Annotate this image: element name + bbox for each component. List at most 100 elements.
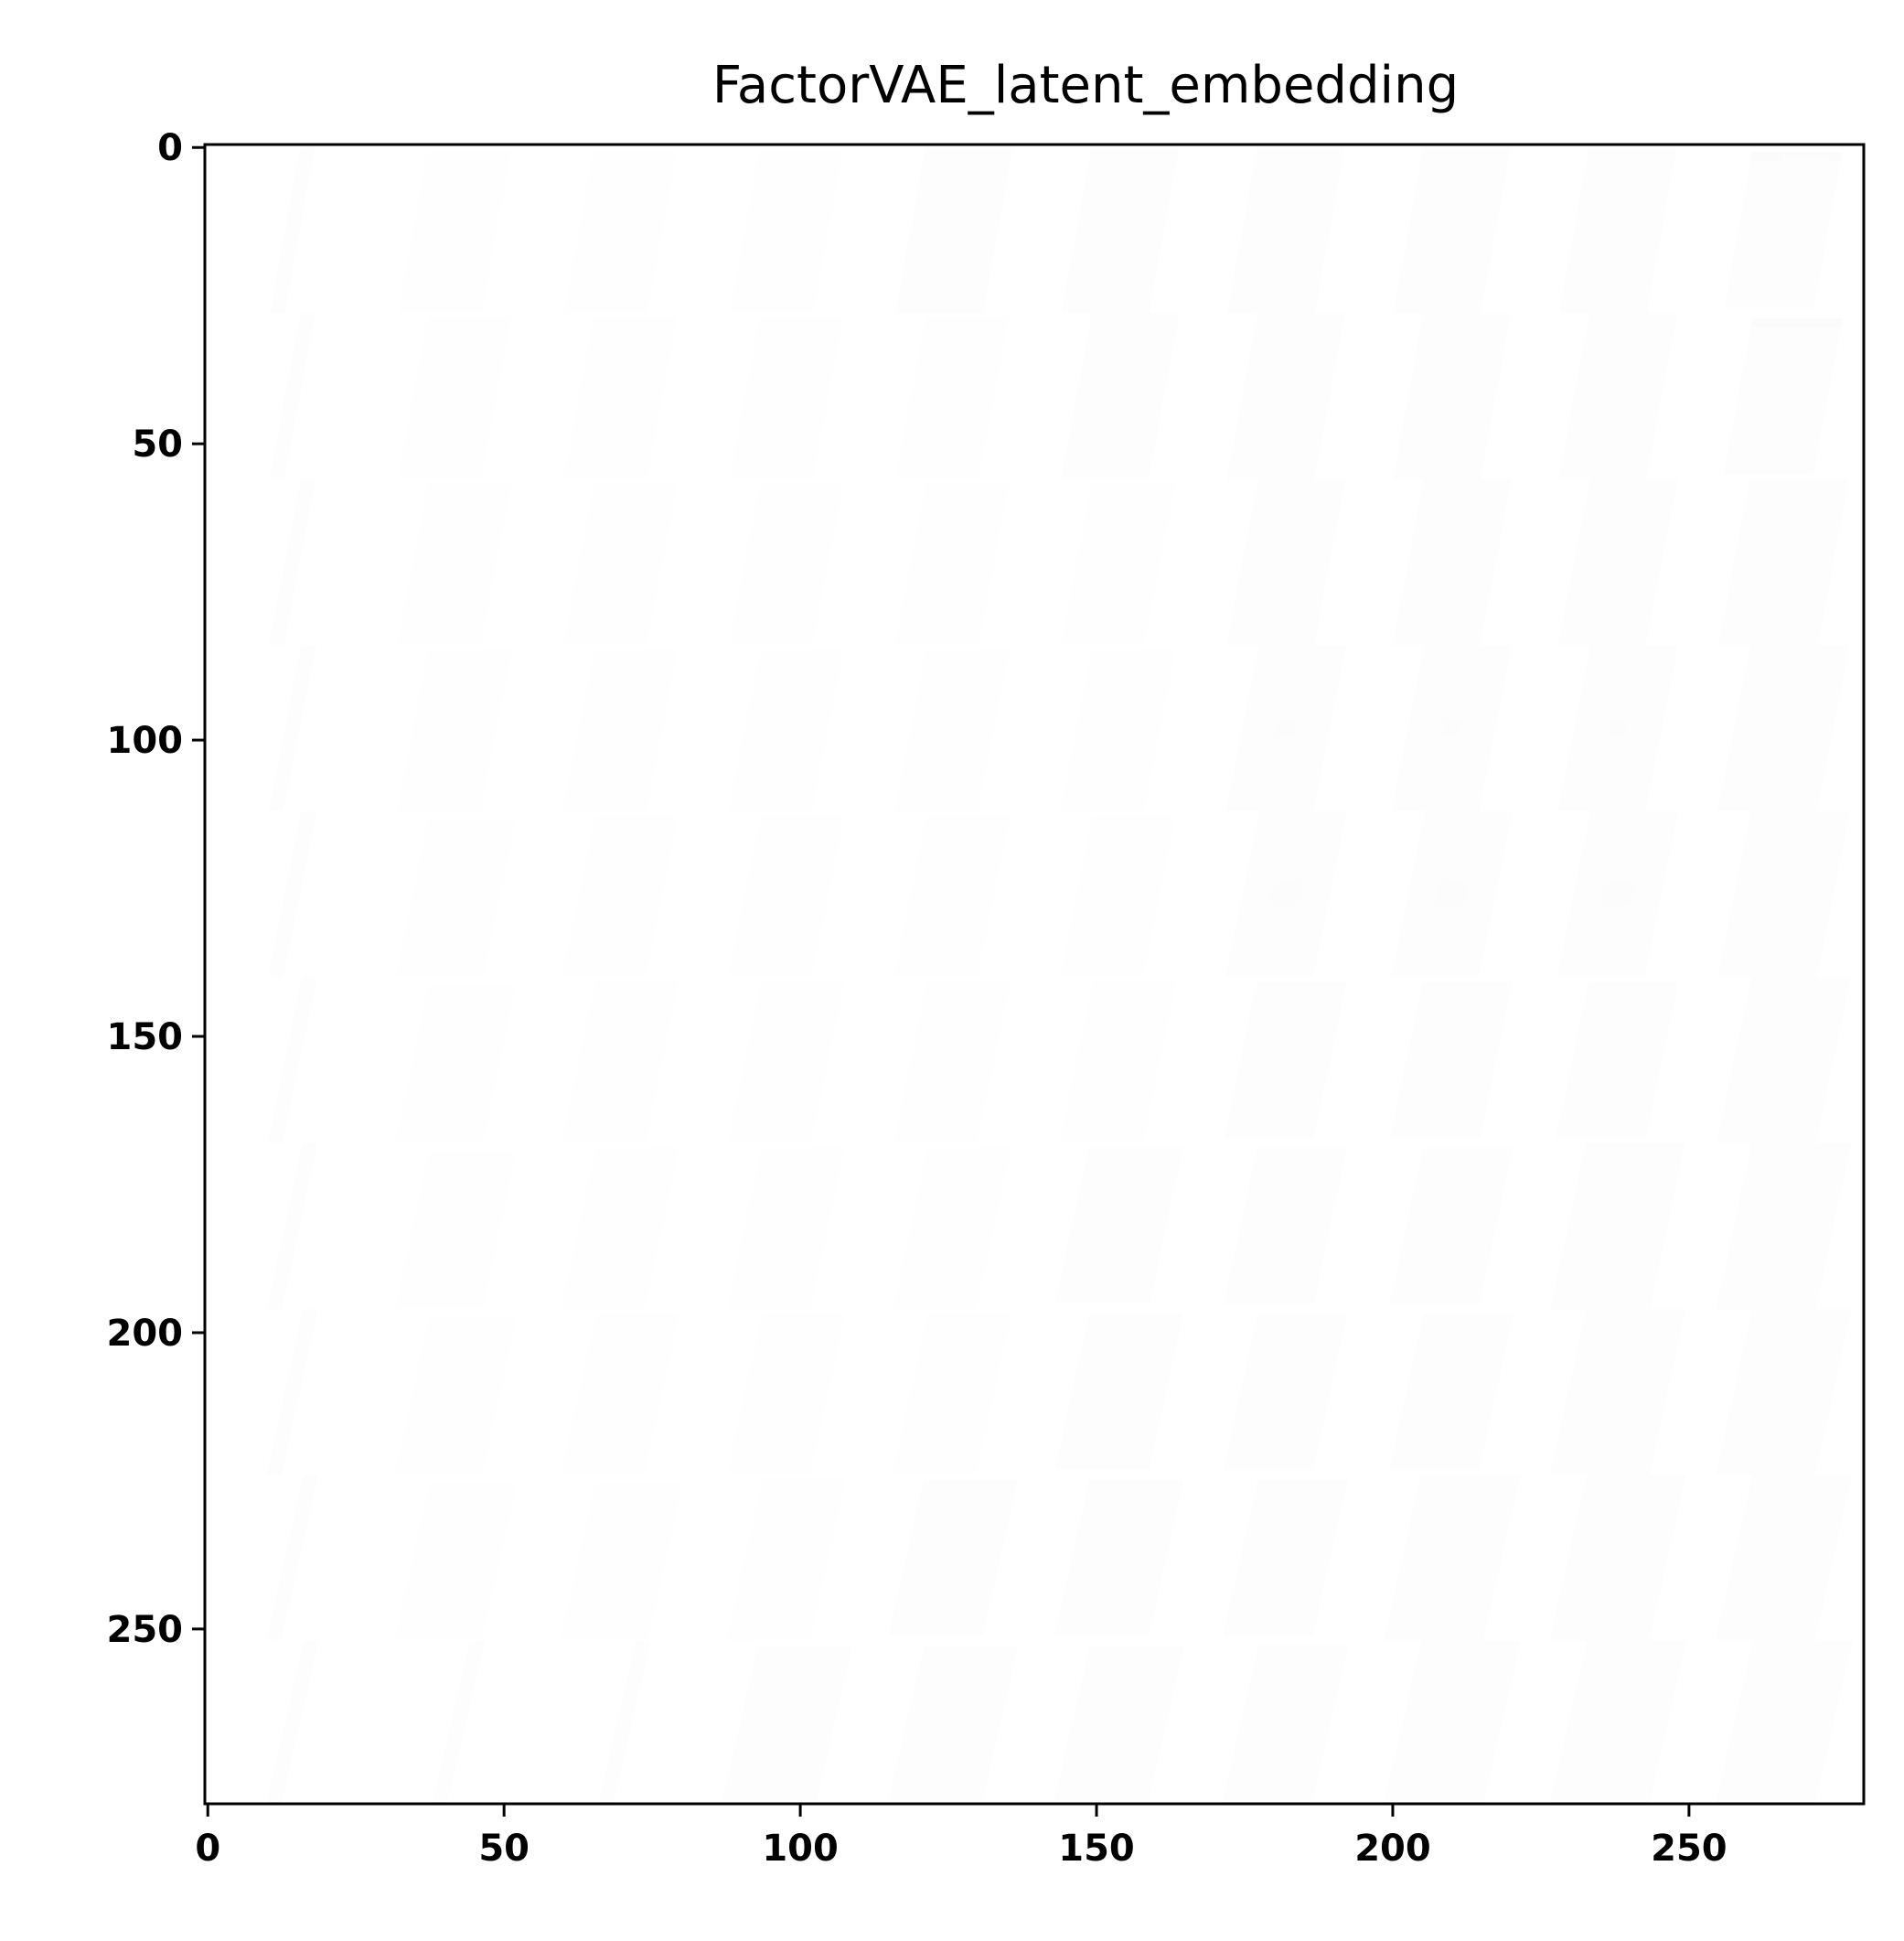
digit-cell xyxy=(1235,992,1338,1128)
digit-cell xyxy=(1081,826,1166,966)
digit-cell xyxy=(1236,657,1334,799)
digit-cell xyxy=(749,495,834,634)
digit-cell xyxy=(583,328,668,468)
digit-stroke xyxy=(1407,164,1494,297)
digit-cell xyxy=(1567,992,1670,1128)
digit-cell xyxy=(915,660,1000,799)
digit-cell xyxy=(749,1324,835,1464)
digit-cell xyxy=(1733,1652,1834,1796)
digit-cell xyxy=(593,1652,656,1796)
x-tick-label: 250 xyxy=(1651,1828,1728,1870)
digit-cell xyxy=(427,1652,490,1796)
digit-stroke xyxy=(268,496,316,629)
digit-stroke xyxy=(1738,1159,1829,1292)
digit-stroke xyxy=(1573,329,1661,463)
digit-cell xyxy=(262,1154,323,1298)
y-tick-label: 200 xyxy=(107,1313,184,1355)
digit-cell xyxy=(1568,325,1665,468)
digit-stroke xyxy=(1572,1491,1663,1625)
digit-cell xyxy=(915,328,1000,468)
digit-cell xyxy=(1734,328,1834,465)
digit-cell xyxy=(417,660,503,799)
digit-stroke xyxy=(588,333,663,463)
digit-cell xyxy=(1402,822,1500,966)
digit-stroke xyxy=(736,1660,840,1786)
digit-cell xyxy=(1071,325,1168,468)
digit-stroke xyxy=(267,1159,318,1292)
digit-cell xyxy=(1733,989,1834,1131)
digit-stroke xyxy=(1086,665,1161,795)
digit-cell xyxy=(1733,1486,1834,1629)
digit-stroke xyxy=(1738,828,1828,960)
digit-stroke xyxy=(422,333,497,463)
digit-cell xyxy=(1567,1154,1668,1298)
digit-stroke xyxy=(1068,1495,1171,1620)
digit-cell xyxy=(749,992,835,1131)
digit-cell xyxy=(262,989,323,1131)
digit-stroke xyxy=(1573,496,1661,629)
digit-cell xyxy=(1568,490,1665,634)
digit-cell xyxy=(897,1490,1011,1625)
digit-stroke xyxy=(1406,1657,1497,1790)
digit-stroke xyxy=(754,1163,830,1292)
digit-cell xyxy=(583,1324,669,1464)
digit-stroke xyxy=(1739,167,1829,294)
digit-stroke xyxy=(1086,499,1161,629)
digit-cell xyxy=(264,159,321,302)
digit-stroke xyxy=(1240,1495,1334,1621)
digit-cell xyxy=(1734,490,1834,634)
digit-stroke xyxy=(903,1660,1006,1786)
digit-stroke xyxy=(1086,831,1161,960)
digit-stroke xyxy=(429,1166,507,1292)
digit-stroke xyxy=(754,1329,830,1459)
digit-stroke xyxy=(1738,1491,1829,1625)
x-tick-label: 100 xyxy=(762,1828,839,1870)
digit-stroke xyxy=(269,164,316,297)
digit-cell xyxy=(423,1162,512,1298)
digit-stroke xyxy=(754,831,829,960)
digit-cell xyxy=(1235,1490,1339,1625)
digit-stroke xyxy=(267,993,317,1127)
digit-stroke xyxy=(920,1163,996,1292)
digit-stroke xyxy=(1407,661,1495,795)
digit-cell xyxy=(1401,1158,1504,1294)
digit-cell xyxy=(417,328,502,468)
x-tick-label: 150 xyxy=(1058,1828,1135,1870)
digit-stroke xyxy=(1242,164,1329,297)
digit-cell xyxy=(905,159,1001,302)
digit-cell xyxy=(1733,1154,1834,1298)
digit-stroke xyxy=(268,661,317,795)
digit-stroke xyxy=(588,499,663,629)
digit-cell xyxy=(1064,1490,1177,1625)
digit-stroke xyxy=(588,1329,664,1459)
digit-cell xyxy=(749,1490,835,1629)
digit-cell xyxy=(262,1320,323,1464)
digit-stroke xyxy=(266,1657,319,1790)
digit-stroke xyxy=(429,1001,507,1127)
digit-stroke xyxy=(1573,828,1661,960)
digit-cell xyxy=(749,660,834,799)
digit-cell xyxy=(1567,1652,1668,1796)
digit-cell xyxy=(897,1656,1011,1791)
digit-cell xyxy=(1568,657,1665,799)
digit-stroke xyxy=(1572,997,1665,1123)
digit-cell xyxy=(263,657,322,799)
digit-cell xyxy=(1064,1656,1177,1791)
digit-cell xyxy=(749,163,834,302)
digit-stroke xyxy=(429,1332,507,1459)
digit-stroke xyxy=(1407,496,1494,629)
digit-cell xyxy=(263,325,321,468)
digit-cell xyxy=(749,328,834,468)
digit-cell xyxy=(1402,657,1500,799)
digit-cell xyxy=(424,1494,512,1629)
digit-cell xyxy=(1081,495,1166,634)
digit-stroke xyxy=(754,997,829,1127)
x-tick-label: 0 xyxy=(195,1828,220,1870)
digit-stroke xyxy=(598,1657,651,1790)
digit-stroke xyxy=(1407,1491,1497,1625)
digit-stroke xyxy=(588,665,663,795)
digit-cell xyxy=(1235,1324,1339,1460)
digit-cell xyxy=(423,995,511,1131)
digit-cell xyxy=(1236,490,1333,634)
